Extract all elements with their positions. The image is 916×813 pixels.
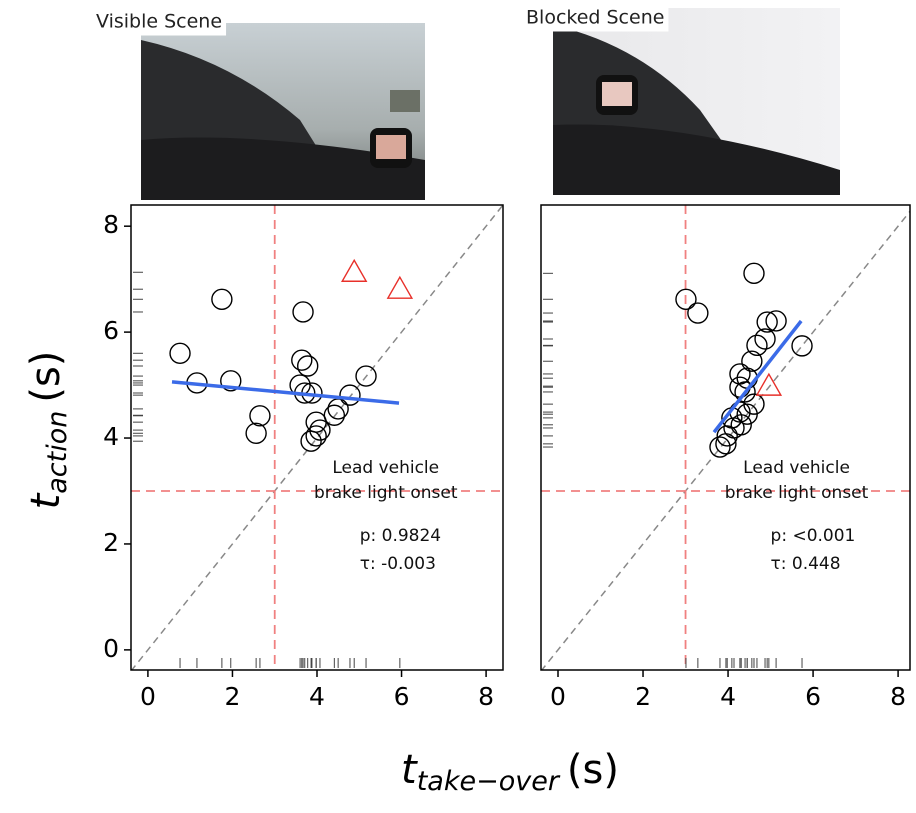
plot-area <box>541 205 915 671</box>
diagonal-line <box>541 205 915 671</box>
label-main: t <box>23 492 69 509</box>
circle-point <box>212 289 232 309</box>
y-tick-label: 4 <box>103 422 119 451</box>
circle-point <box>792 336 812 356</box>
y-tick-label: 0 <box>103 634 119 663</box>
label-unit: (s) <box>23 351 69 403</box>
circle-point <box>170 343 190 363</box>
annotation: Lead vehicle <box>332 458 439 478</box>
annotation: p: 0.9824 <box>360 526 441 546</box>
plot-frame <box>541 205 910 670</box>
x-tick-label: 4 <box>309 682 325 711</box>
page: {"xlabel": {"main": "t", "sub": "take\u2… <box>0 0 916 813</box>
diagonal-line <box>131 205 503 671</box>
y-tick-label: 8 <box>103 210 119 239</box>
annotation: Lead vehicle <box>743 458 850 478</box>
label-sub: action <box>42 411 73 494</box>
circle-point <box>292 350 312 370</box>
annotation: τ: 0.448 <box>771 554 841 574</box>
y-tick-label: 2 <box>103 528 119 557</box>
circle-point <box>246 423 266 443</box>
circle-point <box>710 437 730 457</box>
circle-point <box>744 263 764 283</box>
label-main: t <box>401 747 418 793</box>
x-tick-label: 2 <box>635 682 651 711</box>
x-tick-label: 2 <box>225 682 241 711</box>
triangle-point <box>388 277 412 298</box>
circle-point <box>340 385 360 405</box>
y-tick-label: 6 <box>103 316 119 345</box>
label-sub: take−over <box>417 766 561 797</box>
circle-point <box>328 399 348 419</box>
annotation: p: <0.001 <box>771 526 856 546</box>
trend-line <box>172 382 399 403</box>
circle-point <box>250 406 270 426</box>
scene-label: Blocked Scene <box>526 7 664 29</box>
annotation: τ: -0.003 <box>360 554 436 574</box>
x-tick-label: 8 <box>478 682 494 711</box>
circle-point <box>730 377 750 397</box>
photo-blocked <box>553 8 840 195</box>
x-tick-label: 0 <box>140 682 156 711</box>
circle-point <box>293 302 313 322</box>
photo-visible <box>141 23 425 200</box>
ylabel-title: taction (s) <box>23 351 73 510</box>
x-tick-label: 8 <box>890 682 906 711</box>
x-tick-label: 6 <box>394 682 410 711</box>
annotation: brake light onset <box>314 483 458 503</box>
triangle-point <box>342 260 366 281</box>
circle-point <box>298 356 318 376</box>
label-unit: (s) <box>567 747 619 793</box>
x-tick-label: 4 <box>720 682 736 711</box>
scene-label: Visible Scene <box>96 11 222 33</box>
figure: Visible Scene Lead vehicle brake light ons… <box>0 0 916 809</box>
x-tick-label: 6 <box>805 682 821 711</box>
xlabel-title: ttake−over(s) <box>401 747 619 797</box>
x-tick-label: 0 <box>550 682 566 711</box>
plot-area <box>131 205 503 671</box>
circle-point <box>766 311 786 331</box>
circle-point <box>306 412 326 432</box>
circle-point <box>688 303 708 323</box>
annotation: brake light onset <box>725 483 869 503</box>
